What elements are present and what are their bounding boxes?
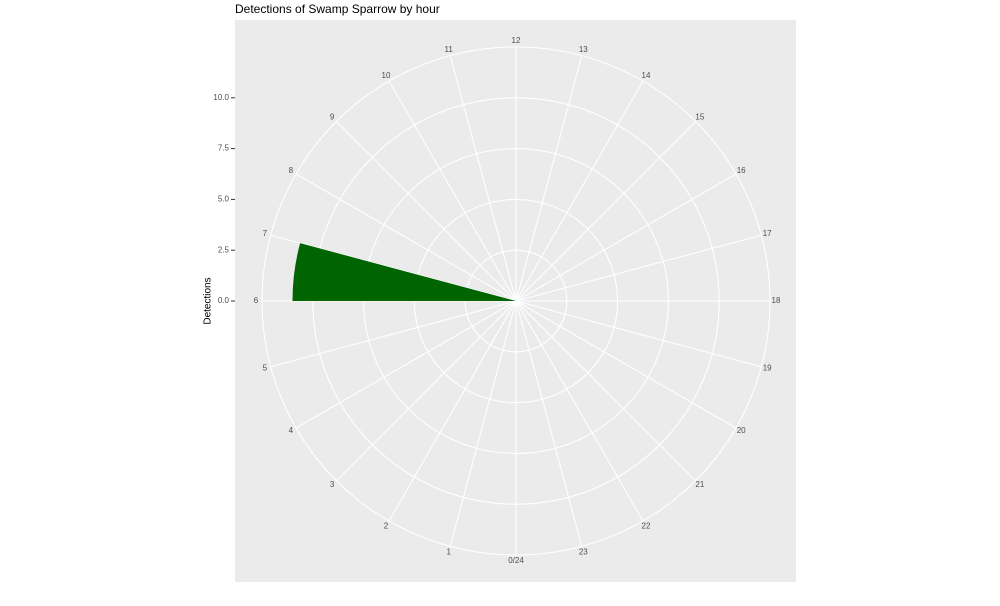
x-tick-label: 4 [289,426,294,435]
grid-line [295,300,517,429]
grid-line [388,300,517,522]
grid-line [515,300,583,547]
grid-line [515,121,696,302]
grid-line [515,300,644,522]
chart-title: Detections of Swamp Sparrow by hour [235,2,440,16]
x-tick-label: 10 [382,71,391,80]
grid-line [449,55,517,302]
grid-line [388,80,517,302]
grid-line [515,80,644,302]
grid-line [336,121,517,302]
x-tick-label: 15 [695,112,704,121]
x-tick-label: 23 [579,547,588,556]
grid-line [295,173,517,302]
x-tick-label: 17 [763,229,772,238]
y-tick-label: 5.0 [218,195,230,204]
x-tick-label: 20 [737,426,746,435]
x-tick-label: 6 [254,296,259,305]
x-tick-label: 9 [330,112,335,121]
y-tick-label: 7.5 [218,144,230,153]
x-tick-label: 1 [446,547,451,556]
x-tick-label: 0/24 [508,556,524,565]
x-tick-label: 14 [642,71,651,80]
x-tick-label: 12 [512,36,521,45]
grid-line [515,173,737,302]
x-tick-label: 11 [445,45,454,54]
grid-line [515,300,696,481]
x-tick-label: 19 [763,363,772,372]
x-tick-label: 7 [263,229,268,238]
x-tick-label: 18 [772,296,781,305]
grid-line [336,300,517,481]
grid-line [515,300,737,429]
x-tick-label: 5 [263,363,268,372]
x-tick-label: 8 [289,166,294,175]
x-tick-label: 21 [695,480,704,489]
grid-line [270,300,517,368]
bar [292,243,516,301]
x-tick-label: 16 [737,166,746,175]
x-tick-label: 2 [384,521,389,530]
y-tick-label: 10.0 [213,93,229,102]
y-tick-label: 2.5 [218,245,230,254]
y-tick-label: 0.0 [218,296,230,305]
grid-line [515,234,762,302]
grid-line [515,55,583,302]
grid-line [515,300,762,368]
x-tick-label: 3 [330,480,335,489]
x-tick-label: 22 [642,521,651,530]
y-axis-label: Detections [203,277,214,324]
grid-line [449,300,517,547]
x-tick-label: 13 [579,45,588,54]
